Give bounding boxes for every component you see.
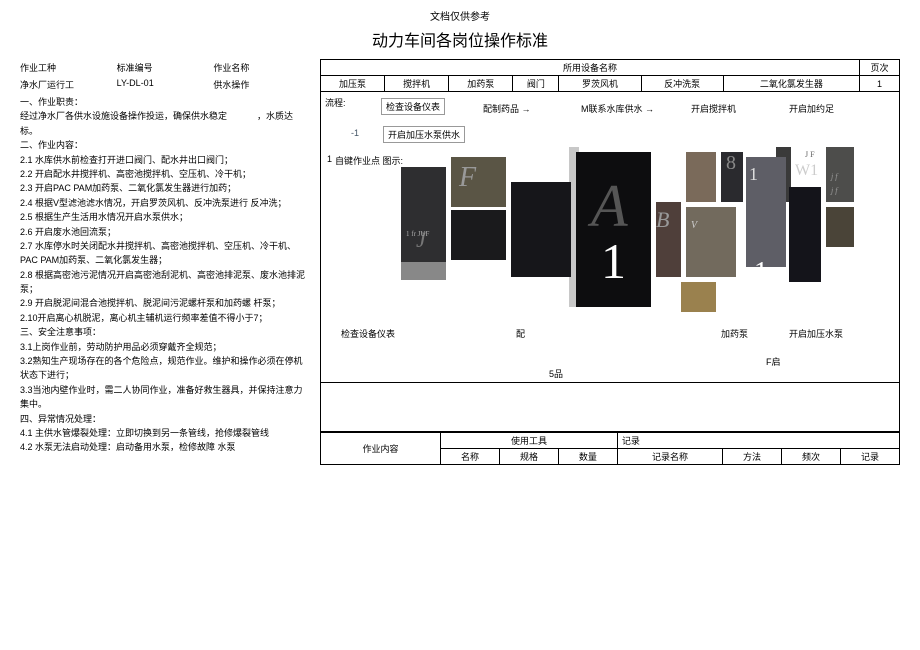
- bottom-col: 记录名称: [617, 449, 722, 465]
- section1-title: 一、作业职责：: [20, 95, 310, 109]
- meta-label-0: 作业工种: [20, 61, 117, 74]
- right-column: 所用设备名称 页次 加压泵搅拌机加药泵阀门罗茨风机反冲洗泵二氧化氯发生器1 流程…: [320, 59, 900, 465]
- bottom-header: 作业内容: [321, 433, 441, 465]
- list-item: 3.1上岗作业前，劳动防护用品必须穿戴齐全规范；: [20, 340, 310, 354]
- abstract-block: [826, 207, 854, 247]
- abstract-block: [686, 207, 736, 277]
- abstract-block: [451, 210, 506, 260]
- list-item: 2.2 开启配水井搅拌机、高密池搅拌机、空压机、冷干机；: [20, 167, 310, 181]
- equip-cell: 二氧化氯发生器: [723, 76, 859, 92]
- meta-label-1: 标准编号: [117, 61, 214, 74]
- overlay-text: 8: [726, 152, 736, 175]
- overlay-text: J F: [805, 150, 815, 159]
- flow-step-4: 开启加约足: [789, 102, 834, 115]
- list-item: 2.3 开启PAC PAM加药泵、二氧化氯发生器进行加药；: [20, 181, 310, 195]
- overlay-text: 1 fr JUF: [406, 230, 429, 238]
- flow-bottom-0: 检查设备仪表: [341, 327, 395, 340]
- list-item: 2.7 水库停水时关闭配水井搅拌机、高密池搅拌机、空压机、冷干机、PAC PAM…: [20, 239, 310, 268]
- section2-title: 二、作业内容：: [20, 138, 310, 152]
- page-title: 动力车间各岗位操作标准: [0, 23, 920, 59]
- mid-5: 5品: [549, 367, 563, 380]
- bottom-col: 记录: [840, 449, 899, 465]
- header-note: 文档仅供参考: [0, 0, 920, 23]
- list-item: 2.1 水库供水前检查打开进口阀门、配水井出口阀门；: [20, 153, 310, 167]
- abstract-block: [401, 262, 446, 280]
- bottom-record: 记录: [617, 433, 899, 449]
- flow-bottom-3: 开启加压水泵: [789, 327, 843, 340]
- overlay-text: 1: [601, 232, 626, 290]
- flow-side-label: 自键作业点 图示:: [335, 154, 403, 167]
- section1-body1: 经过净水厂各供水设施设备操作投运，确保供水稳定: [20, 111, 227, 121]
- left-column: 作业工种 标准编号 作业名称 净水厂运行工 LY-DL-01 供水操作 一、作业…: [20, 59, 320, 465]
- abstract-block: [789, 187, 821, 282]
- mid-1f: F启: [766, 358, 781, 367]
- list-item: 4.1 主供水管爆裂处理：立即切换到另一条管线，抢修爆裂管线: [20, 426, 310, 440]
- overlay-text: F: [459, 162, 476, 194]
- meta-value-2: 供水操作: [213, 78, 310, 91]
- equip-cell: 阀门: [513, 76, 559, 92]
- section3-title: 三、安全注意事项：: [20, 325, 310, 339]
- flow-step-0: 检查设备仪表: [381, 98, 445, 115]
- bottom-col: 数量: [558, 449, 617, 465]
- abstract-block: [511, 182, 571, 277]
- equip-cell: 搅拌机: [385, 76, 449, 92]
- bottom-sub-header: 使用工具: [441, 433, 618, 449]
- page-header: 页次: [860, 60, 900, 76]
- list-item: 2.9 开启脱泥间混合池搅拌机、脱泥间污泥螺杆泵和加药螺 杆泵；: [20, 296, 310, 310]
- list-item: 2.6 开启废水池回流泵；: [20, 225, 310, 239]
- list-item: 2.5 根据生产生活用水情况开启水泵供水；: [20, 210, 310, 224]
- page-num: 1: [860, 76, 900, 92]
- flow-step-2: M联系水库供水 →: [581, 102, 654, 115]
- section4-title: 四、异常情况处理：: [20, 412, 310, 426]
- overlay-text: W1: [795, 162, 818, 180]
- flow-title: 流程:: [325, 96, 346, 109]
- list-item: 2.10开启离心机脱泥，离心机主辅机运行频率差值不得小于7；: [20, 311, 310, 325]
- meta-label-2: 作业名称: [213, 61, 310, 74]
- overlay-text: 1: [754, 257, 768, 289]
- flow-neg1: -1: [351, 128, 359, 138]
- equip-cell: 加压泵: [321, 76, 385, 92]
- overlay-text: B: [656, 207, 669, 233]
- meta-value-1: LY-DL-01: [117, 78, 214, 91]
- list-item: 3.3当池内壁作业时，需二人协同作业，准备好救生器具，并保持注意力集中。: [20, 383, 310, 412]
- equip-header: 所用设备名称: [321, 60, 860, 76]
- list-item: 2.8 根据高密池污泥情况开启高密池刮泥机、高密池排泥泵、废水池排泥泵；: [20, 268, 310, 297]
- bottom-col: 名称: [441, 449, 500, 465]
- flow-bottom-1: 配: [516, 327, 525, 340]
- list-item: 2.4 根据V型滤池滤水情况，开启罗茨风机、反冲洗泵进行 反冲洗；: [20, 196, 310, 210]
- abstract-block: [686, 152, 716, 202]
- bottom-table: 作业内容 使用工具 记录 名称规格数量记录名称方法频次记录: [320, 432, 900, 465]
- abstract-block: [681, 282, 716, 312]
- overlay-text: A: [591, 172, 628, 241]
- list-item: 3.2熟知生产现场存在的各个危险点，规范作业。维护和操作必须在停机状态下进行；: [20, 354, 310, 383]
- equipment-table: 所用设备名称 页次 加压泵搅拌机加药泵阀门罗茨风机反冲洗泵二氧化氯发生器1: [320, 59, 900, 92]
- equip-cell: 罗茨风机: [559, 76, 641, 92]
- overlay-text: j f: [831, 186, 837, 195]
- overlay-text: j f: [831, 172, 837, 181]
- bottom-col: 规格: [499, 449, 558, 465]
- flow-bottom-2: 加药泵: [721, 327, 748, 340]
- bottom-col: 频次: [781, 449, 840, 465]
- flow-step-1: 配制药品 →: [483, 102, 531, 115]
- flow-line2: 开启加压水泵供水: [383, 126, 465, 143]
- meta-value-0: 净水厂运行工: [20, 78, 117, 91]
- bottom-col: 方法: [723, 449, 782, 465]
- equip-cell: 加药泵: [449, 76, 513, 92]
- list-item: 4.2 水泵无法启动处理：启动备用水泵，检修故障 水泵: [20, 440, 310, 454]
- overlay-text: V: [691, 220, 697, 231]
- flow-area: 流程: 检查设备仪表 配制药品 → M联系水库供水 → 开启搅拌机 开启加约足 …: [320, 92, 900, 432]
- flow-num1: 1: [327, 154, 332, 164]
- equip-cell: 反冲洗泵: [641, 76, 723, 92]
- flow-step-3: 开启搅拌机: [691, 102, 736, 115]
- overlay-text: 1: [749, 164, 758, 185]
